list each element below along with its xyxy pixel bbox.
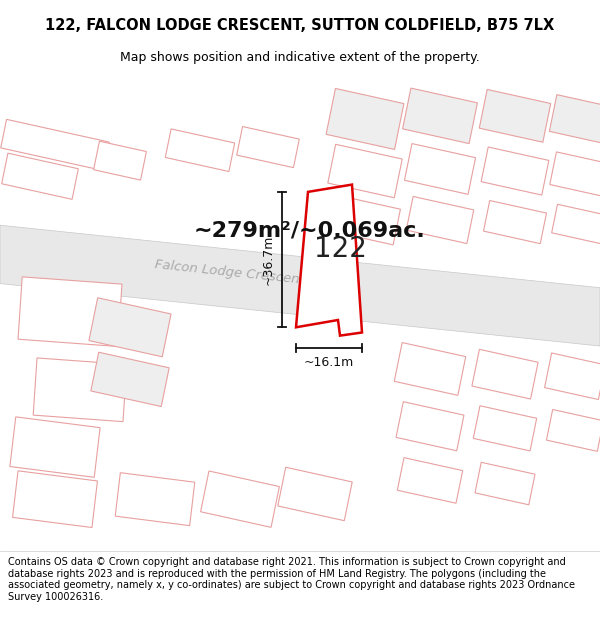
- Bar: [394, 342, 466, 396]
- Bar: [545, 353, 600, 399]
- Bar: [10, 417, 100, 478]
- Bar: [481, 147, 549, 195]
- Polygon shape: [296, 184, 362, 336]
- Bar: [475, 462, 535, 505]
- Bar: [479, 89, 551, 142]
- Text: Contains OS data © Crown copyright and database right 2021. This information is : Contains OS data © Crown copyright and d…: [8, 557, 575, 602]
- Text: ~279m²/~0.069ac.: ~279m²/~0.069ac.: [194, 221, 426, 241]
- Bar: [484, 201, 547, 244]
- Text: ~36.7m: ~36.7m: [262, 234, 275, 285]
- Text: 122, FALCON LODGE CRESCENT, SUTTON COLDFIELD, B75 7LX: 122, FALCON LODGE CRESCENT, SUTTON COLDF…: [46, 18, 554, 33]
- Bar: [328, 144, 402, 198]
- Bar: [326, 89, 404, 149]
- Bar: [200, 471, 280, 528]
- Bar: [550, 94, 600, 143]
- Bar: [396, 402, 464, 451]
- Bar: [237, 126, 299, 168]
- Bar: [551, 204, 600, 244]
- Polygon shape: [0, 225, 600, 346]
- Bar: [18, 277, 122, 346]
- Bar: [33, 358, 127, 422]
- Bar: [329, 195, 400, 245]
- Text: 122: 122: [314, 235, 367, 263]
- Bar: [406, 196, 474, 244]
- Bar: [89, 298, 171, 357]
- Bar: [472, 349, 538, 399]
- Bar: [397, 458, 463, 503]
- Bar: [278, 468, 352, 521]
- Bar: [550, 152, 600, 196]
- Bar: [165, 129, 235, 171]
- Bar: [403, 88, 478, 144]
- Text: ~16.1m: ~16.1m: [304, 356, 354, 369]
- Bar: [1, 119, 109, 171]
- Bar: [473, 406, 536, 451]
- Bar: [547, 409, 600, 451]
- Bar: [115, 472, 195, 526]
- Bar: [2, 153, 79, 199]
- Text: Falcon Lodge Crescent: Falcon Lodge Crescent: [154, 258, 305, 286]
- Bar: [13, 471, 97, 528]
- Bar: [91, 352, 169, 406]
- Text: Map shows position and indicative extent of the property.: Map shows position and indicative extent…: [120, 51, 480, 64]
- Bar: [94, 141, 146, 180]
- Bar: [404, 144, 476, 194]
